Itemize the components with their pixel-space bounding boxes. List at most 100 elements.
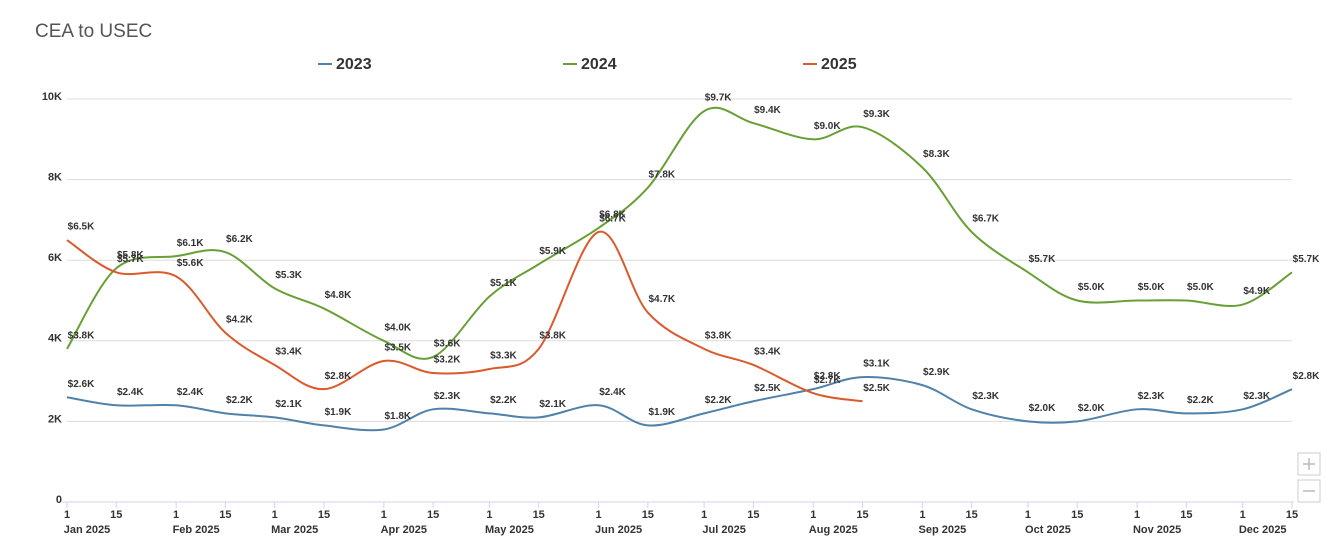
data-label: $2.4K bbox=[177, 387, 204, 398]
data-label: $5.7K bbox=[1029, 254, 1056, 265]
x-tick-label: 1 bbox=[1240, 509, 1246, 521]
data-label: $6.8K bbox=[599, 210, 626, 221]
y-tick-label: 4K bbox=[48, 333, 62, 345]
data-label: $5.0K bbox=[1138, 282, 1165, 293]
data-label: $5.7K bbox=[117, 254, 144, 265]
data-label: $9.3K bbox=[863, 109, 890, 120]
x-tick-label: 15 bbox=[642, 509, 654, 521]
legend-label: 2023 bbox=[336, 56, 372, 73]
x-month-label: Mar 2025 bbox=[271, 524, 318, 536]
data-label: $8.3K bbox=[923, 149, 950, 160]
x-month-label: Oct 2025 bbox=[1025, 524, 1071, 536]
data-label: $9.4K bbox=[754, 105, 781, 116]
x-tick-label: 15 bbox=[1180, 509, 1192, 521]
x-month-label: Apr 2025 bbox=[381, 524, 427, 536]
data-label: $5.1K bbox=[490, 278, 517, 289]
x-tick-label: 1 bbox=[381, 509, 387, 521]
series-line bbox=[66, 376, 1293, 432]
data-label: $2.8K bbox=[325, 371, 352, 382]
data-label: $2.2K bbox=[705, 395, 732, 406]
data-label: $2.2K bbox=[1187, 395, 1214, 406]
data-label: $5.0K bbox=[1187, 282, 1214, 293]
x-tick-label: 1 bbox=[1025, 509, 1031, 521]
zoom-out[interactable] bbox=[1297, 479, 1321, 503]
data-label: $4.2K bbox=[226, 314, 253, 325]
data-label: $5.3K bbox=[275, 270, 302, 281]
x-tick-label: 15 bbox=[110, 509, 122, 521]
x-tick-label: 1 bbox=[272, 509, 278, 521]
y-tick-label: 8K bbox=[48, 172, 62, 184]
data-label: $2.3K bbox=[972, 391, 999, 402]
x-tick-label: 1 bbox=[595, 509, 601, 521]
data-label: $3.8K bbox=[68, 331, 95, 342]
data-label: $2.6K bbox=[68, 379, 95, 390]
x-tick-label: 15 bbox=[318, 509, 330, 521]
data-label: $5.8K bbox=[117, 250, 144, 261]
chart-title: CEA to USEC bbox=[35, 21, 152, 42]
y-tick-label: 2K bbox=[48, 413, 62, 425]
data-label: $2.3K bbox=[1243, 391, 1270, 402]
data-label: $1.9K bbox=[325, 407, 352, 418]
data-label: $1.9K bbox=[648, 407, 675, 418]
x-tick-label: 15 bbox=[219, 509, 231, 521]
data-label: $3.8K bbox=[539, 331, 566, 342]
data-label: $2.9K bbox=[923, 367, 950, 378]
x-month-label: Jun 2025 bbox=[595, 524, 642, 536]
data-label: $6.5K bbox=[68, 222, 95, 233]
x-month-label: Aug 2025 bbox=[809, 524, 858, 536]
x-tick-label: 15 bbox=[427, 509, 439, 521]
data-label: $9.0K bbox=[814, 121, 841, 132]
data-label: $6.7K bbox=[972, 214, 999, 225]
y-tick-label: 0 bbox=[56, 494, 62, 506]
x-tick-label: 15 bbox=[966, 509, 978, 521]
data-label: $4.7K bbox=[648, 294, 675, 305]
data-label: $2.3K bbox=[1138, 391, 1165, 402]
data-label: $2.0K bbox=[1029, 403, 1056, 414]
x-month-label: May 2025 bbox=[485, 524, 534, 536]
data-label: $1.8K bbox=[384, 411, 411, 422]
data-label: $6.2K bbox=[226, 234, 253, 245]
data-label: $4.9K bbox=[1243, 286, 1270, 297]
x-tick-label: 15 bbox=[856, 509, 868, 521]
legend-label: 2024 bbox=[581, 56, 617, 73]
x-month-label: Jan 2025 bbox=[64, 524, 110, 536]
data-label: $5.0K bbox=[1078, 282, 1105, 293]
data-label: $2.1K bbox=[539, 399, 566, 410]
data-label: $6.7K bbox=[599, 214, 626, 225]
x-tick-label: 15 bbox=[747, 509, 759, 521]
zoom-in[interactable] bbox=[1297, 452, 1321, 476]
data-label: $2.2K bbox=[490, 395, 517, 406]
legend-label: 2025 bbox=[821, 56, 857, 73]
x-tick-label: 1 bbox=[64, 509, 70, 521]
x-tick-label: 1 bbox=[701, 509, 707, 521]
y-tick-label: 10K bbox=[42, 91, 62, 103]
x-month-label: Jul 2025 bbox=[702, 524, 745, 536]
data-label: $4.0K bbox=[384, 322, 411, 333]
x-tick-label: 15 bbox=[533, 509, 545, 521]
data-label: $3.5K bbox=[384, 343, 411, 354]
data-label: $2.8K bbox=[814, 371, 841, 382]
data-label: $2.1K bbox=[275, 399, 302, 410]
x-tick-label: 1 bbox=[486, 509, 492, 521]
data-label: $3.4K bbox=[275, 347, 302, 358]
data-label: $6.1K bbox=[177, 238, 204, 249]
x-month-label: Feb 2025 bbox=[173, 524, 220, 536]
x-tick-label: 1 bbox=[919, 509, 925, 521]
data-label: $4.8K bbox=[325, 290, 352, 301]
data-label: $3.2K bbox=[434, 355, 461, 366]
y-tick-label: 6K bbox=[48, 252, 62, 264]
x-month-label: Dec 2025 bbox=[1239, 524, 1287, 536]
x-tick-label: 15 bbox=[1286, 509, 1298, 521]
data-label: $5.7K bbox=[1293, 254, 1320, 265]
data-label: $3.4K bbox=[754, 347, 781, 358]
x-month-label: Nov 2025 bbox=[1133, 524, 1181, 536]
x-tick-label: 1 bbox=[810, 509, 816, 521]
data-label: $3.3K bbox=[490, 351, 517, 362]
data-label: $7.8K bbox=[648, 169, 675, 180]
data-label: $3.6K bbox=[434, 339, 461, 350]
data-label: $2.8K bbox=[1293, 371, 1320, 382]
data-label: $5.9K bbox=[539, 246, 566, 257]
data-label: $2.4K bbox=[117, 387, 144, 398]
data-label: $2.7K bbox=[814, 375, 841, 386]
